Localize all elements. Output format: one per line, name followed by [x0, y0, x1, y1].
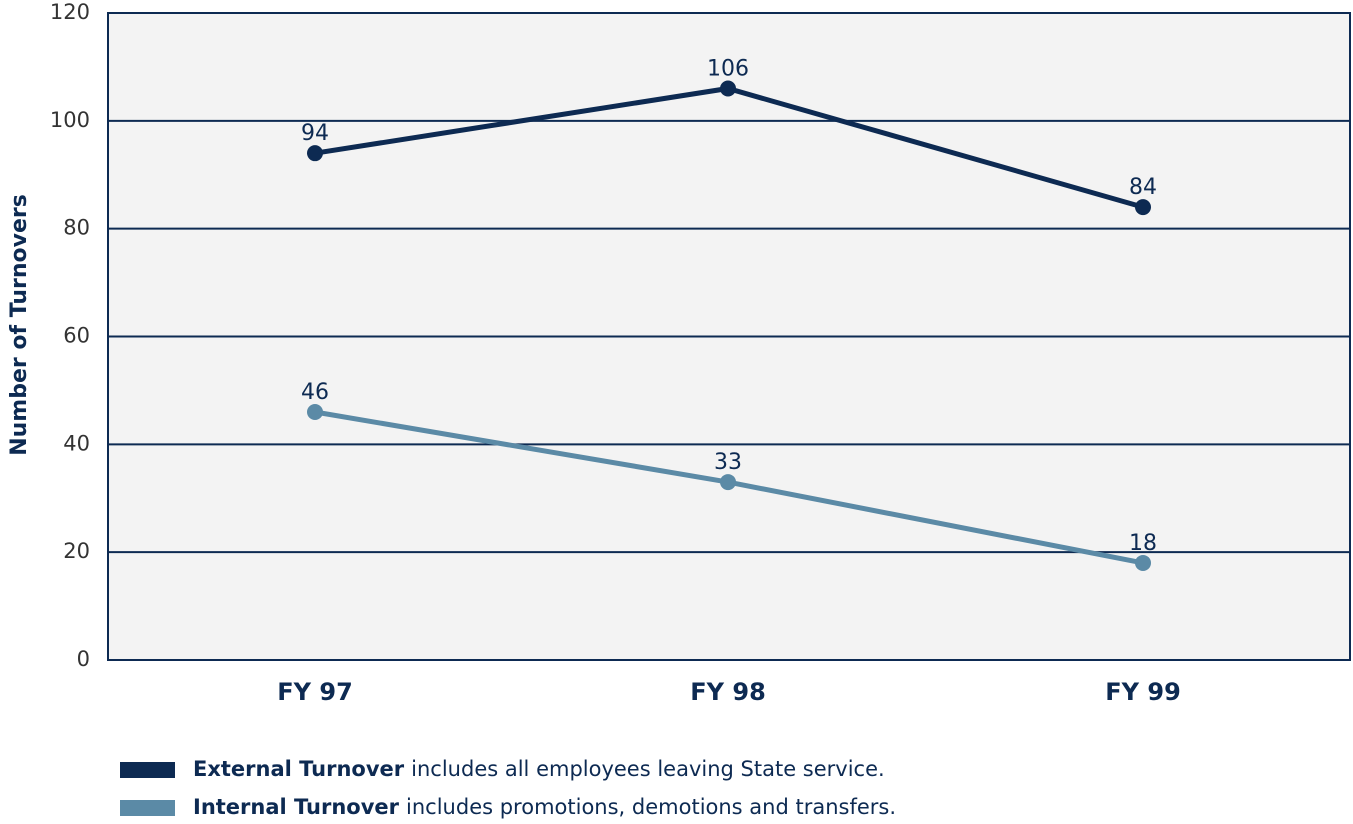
point [1135, 554, 1151, 571]
point [307, 403, 323, 420]
point [720, 80, 736, 97]
y-tick-label: 0 [77, 647, 90, 671]
x-tick-label: FY 97 [277, 678, 353, 706]
data-label: 46 [301, 380, 329, 405]
legend-entry: External Turnover includes all employees … [193, 757, 885, 781]
legend-swatch [120, 762, 175, 778]
legend-description: includes all employees leaving State ser… [411, 757, 885, 781]
point [720, 474, 736, 491]
y-tick-label: 80 [63, 216, 90, 240]
y-axis-title: Number of Turnovers [7, 194, 32, 456]
data-label: 33 [714, 450, 742, 475]
legend-swatch [120, 800, 175, 816]
data-label: 84 [1129, 175, 1157, 200]
legend-description: includes promotions, demotions and trans… [406, 795, 896, 819]
x-tick-label: FY 98 [690, 678, 766, 706]
y-tick-label: 40 [63, 431, 90, 455]
data-label: 18 [1129, 531, 1157, 556]
legend-name: Internal Turnover [193, 795, 400, 819]
y-tick-label: 120 [50, 0, 90, 24]
point [1135, 199, 1151, 216]
legend-name: External Turnover [193, 757, 405, 781]
y-tick-label: 60 [63, 324, 90, 348]
data-label: 106 [707, 56, 749, 81]
point [307, 145, 323, 162]
legend-entry: Internal Turnover includes promotions, de… [193, 795, 896, 819]
y-tick-label: 20 [63, 539, 90, 563]
data-label: 94 [301, 121, 329, 146]
y-tick-label: 100 [50, 108, 90, 132]
x-tick-label: FY 99 [1105, 678, 1181, 706]
